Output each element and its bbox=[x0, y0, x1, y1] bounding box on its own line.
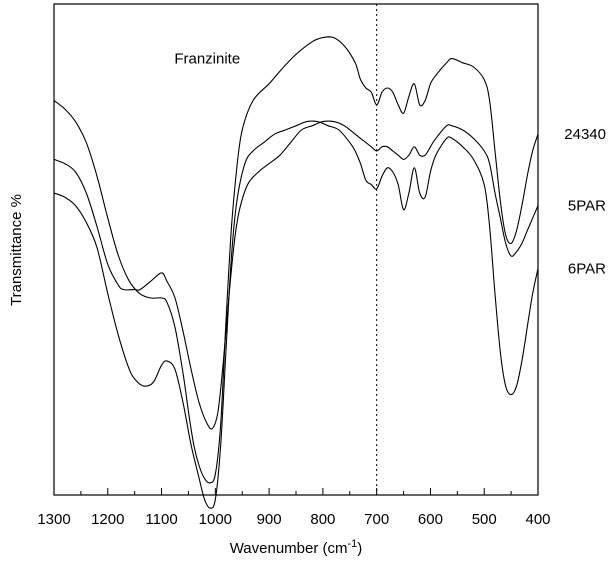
x-axis: 1300 1200 1100 1000 900 800 700 600 500 400 bbox=[37, 488, 551, 528]
y-axis-title: Transmittance % bbox=[8, 194, 25, 306]
plot-frame bbox=[53, 3, 539, 496]
x-tick-label: 800 bbox=[310, 511, 335, 528]
x-tick-label: 600 bbox=[418, 511, 443, 528]
x-tick-label: 1300 bbox=[37, 511, 70, 528]
x-tick-label: 700 bbox=[364, 511, 389, 528]
x-axis-title-text: Wavenumber (cm bbox=[230, 540, 348, 557]
x-tick-label: 400 bbox=[525, 511, 550, 528]
series-label-6par: 6PAR bbox=[568, 261, 606, 278]
series-label-5par: 5PAR bbox=[568, 198, 606, 215]
series-line-6par bbox=[53, 120, 539, 509]
series-line-24340 bbox=[53, 36, 539, 484]
x-tick-label: 500 bbox=[472, 511, 497, 528]
x-axis-title: Wavenumber (cm-1) bbox=[230, 538, 363, 557]
x-axis-title-close: ) bbox=[357, 540, 362, 557]
series-group bbox=[53, 36, 539, 509]
annotation-label: Franzinite bbox=[174, 51, 240, 68]
x-tick-label: 1100 bbox=[145, 511, 177, 528]
annotations: Franzinite bbox=[174, 51, 240, 68]
x-axis-title-superscript: -1 bbox=[348, 538, 358, 550]
x-tick-label: 1200 bbox=[91, 511, 124, 528]
x-tick-label: 1000 bbox=[199, 511, 232, 528]
series-labels: 24340 5PAR 6PAR bbox=[564, 126, 606, 277]
series-line-5par bbox=[53, 120, 539, 430]
x-tick-label: 900 bbox=[257, 511, 282, 528]
series-label-24340: 24340 bbox=[564, 126, 606, 143]
